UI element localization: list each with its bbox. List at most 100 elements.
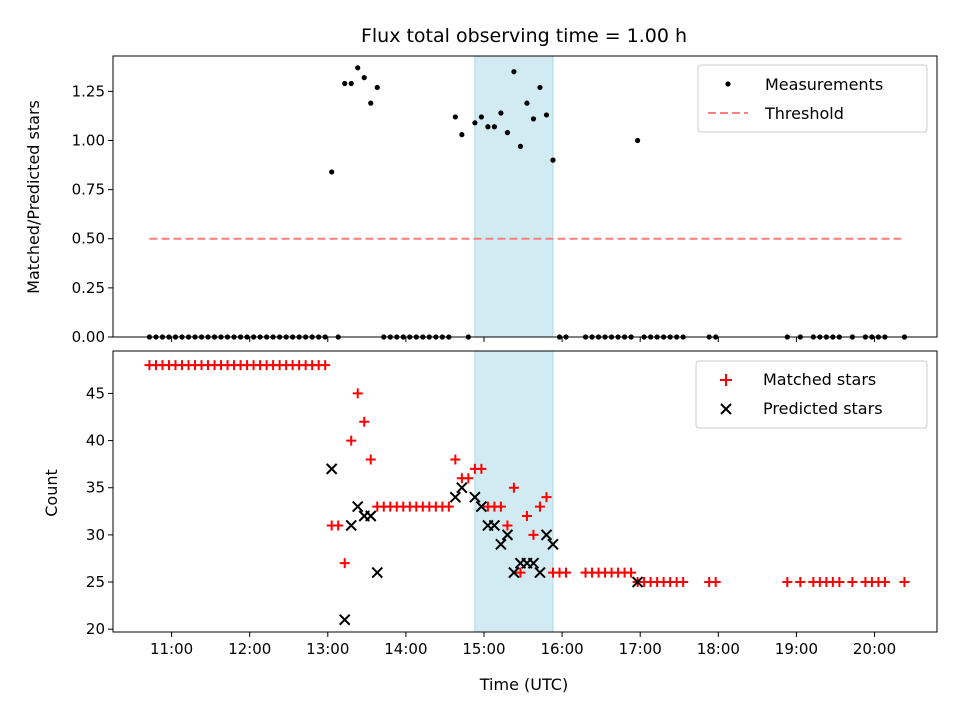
y-tick-label: 20 xyxy=(86,620,105,638)
predicted-star-point xyxy=(631,576,644,588)
measurement-point xyxy=(485,124,491,130)
legend-x-marker xyxy=(720,403,732,415)
measurement-point xyxy=(550,157,556,163)
highlight-span xyxy=(474,55,554,338)
top-legend: Measurements Threshold xyxy=(697,64,928,133)
matched-star-point xyxy=(782,577,793,588)
matched-star-point xyxy=(626,567,637,578)
x-tick-label: 17:00 xyxy=(619,640,662,658)
measurement-point xyxy=(478,114,484,120)
matched-star-point xyxy=(508,482,519,493)
measurement-point xyxy=(472,120,478,126)
predicted-star-point xyxy=(475,500,488,513)
matched-star-point xyxy=(346,435,357,446)
y-tick-label: 25 xyxy=(86,573,105,591)
matched-star-point xyxy=(320,360,331,371)
measurement-point xyxy=(452,114,458,120)
chart-title: Flux total observing time = 1.00 h xyxy=(361,25,687,47)
matched-star-point xyxy=(899,577,910,588)
matched-star-point xyxy=(359,416,370,427)
measurement-point xyxy=(355,65,361,71)
legend-box xyxy=(695,360,928,429)
measurement-point xyxy=(517,143,524,149)
matched-stars-points xyxy=(144,360,910,588)
predicted-star-point xyxy=(495,538,507,551)
y-tick-label: 40 xyxy=(86,432,105,450)
predicted-star-point xyxy=(534,566,546,579)
y-tick-label: 30 xyxy=(86,526,105,544)
legend-label-predicted: Predicted stars xyxy=(763,399,883,418)
matched-star-point xyxy=(834,577,845,588)
legend-box xyxy=(697,64,928,133)
predicted-star-point xyxy=(456,482,468,494)
y-tick-label: 0.50 xyxy=(72,230,105,248)
matched-star-point xyxy=(879,577,890,588)
matched-star-point xyxy=(795,577,806,588)
matched-star-point xyxy=(339,558,350,569)
legend-dot-marker xyxy=(725,81,731,87)
legend-label-matched: Matched stars xyxy=(763,370,876,389)
matched-star-point xyxy=(495,501,506,512)
x-tick-label: 15:00 xyxy=(462,640,505,658)
matched-star-point xyxy=(561,567,572,578)
measurement-point xyxy=(530,116,537,122)
y-tick-label: 45 xyxy=(86,384,105,402)
legend-label-measurements: Measurements xyxy=(765,75,883,94)
predicted-star-point xyxy=(540,529,553,541)
predicted-star-point xyxy=(365,510,377,522)
y-tick-label: 0.75 xyxy=(72,181,105,199)
measurement-point xyxy=(459,132,465,138)
measurement-point xyxy=(537,84,543,91)
x-tick-label: 19:00 xyxy=(775,640,818,658)
x-tick-label: 14:00 xyxy=(384,640,427,658)
x-axis-ticks: 11:00 12:00 13:00 14:00 15:00 16:00 17:00 18:00… xyxy=(150,632,896,658)
y-tick-label: 35 xyxy=(86,479,105,497)
highlight-span-rect xyxy=(474,55,554,338)
matched-star-point xyxy=(515,567,526,578)
predicted-stars-points xyxy=(325,463,644,626)
predicted-star-point xyxy=(325,463,338,475)
top-panel: 0.00 0.25 0.50 0.75 1.00 1.25 Matched/Predict… xyxy=(24,55,938,346)
x-tick-label: 13:00 xyxy=(306,640,349,658)
x-tick-label: 11:00 xyxy=(150,640,193,658)
predicted-star-point xyxy=(449,491,462,503)
predicted-star-point xyxy=(352,500,364,513)
bottom-legend: Matched stars Predicted stars xyxy=(695,360,928,429)
legend-label-threshold: Threshold xyxy=(764,104,844,123)
top-y-axis-label: Matched/Predicted stars xyxy=(24,100,43,294)
y-axis-ticks: 0.00 0.25 0.50 0.75 1.00 1.25 xyxy=(72,82,113,346)
top-axes-frame xyxy=(112,55,938,338)
matched-star-point xyxy=(847,577,858,588)
predicted-star-point xyxy=(547,538,559,551)
x-tick-label: 12:00 xyxy=(228,640,271,658)
matched-star-point xyxy=(443,501,454,512)
matched-star-point xyxy=(463,473,474,484)
measurement-point xyxy=(504,130,511,136)
measurement-point xyxy=(348,80,354,87)
measurement-point xyxy=(374,84,380,91)
y-axis-ticks: 20 25 30 35 40 45 xyxy=(86,384,113,638)
predicted-star-point xyxy=(345,519,357,532)
y-tick-label: 1.25 xyxy=(72,82,105,100)
predicted-star-point xyxy=(339,614,351,626)
y-tick-label: 1.00 xyxy=(72,131,105,149)
legend-plus-marker xyxy=(720,374,732,386)
matched-star-point xyxy=(678,577,689,588)
matched-star-point xyxy=(502,520,513,531)
predicted-star-point xyxy=(469,491,481,503)
x-axis-ticks xyxy=(171,337,876,342)
measurement-point xyxy=(342,80,348,87)
measurement-point xyxy=(511,69,517,75)
predicted-star-point xyxy=(501,529,514,541)
predicted-star-point xyxy=(508,566,520,579)
y-tick-label: 0.25 xyxy=(72,279,105,297)
x-tick-label: 18:00 xyxy=(697,640,740,658)
matched-star-point xyxy=(365,454,376,465)
x-axis-label: Time (UTC) xyxy=(479,675,568,694)
measurement-point xyxy=(498,110,504,116)
bottom-panel: 20 25 30 35 40 45 11:00 12:00 13:00 14:00 15:00 16… xyxy=(42,350,938,694)
measurement-point xyxy=(491,124,498,130)
matched-star-point xyxy=(710,577,721,588)
measurement-point xyxy=(543,112,550,118)
